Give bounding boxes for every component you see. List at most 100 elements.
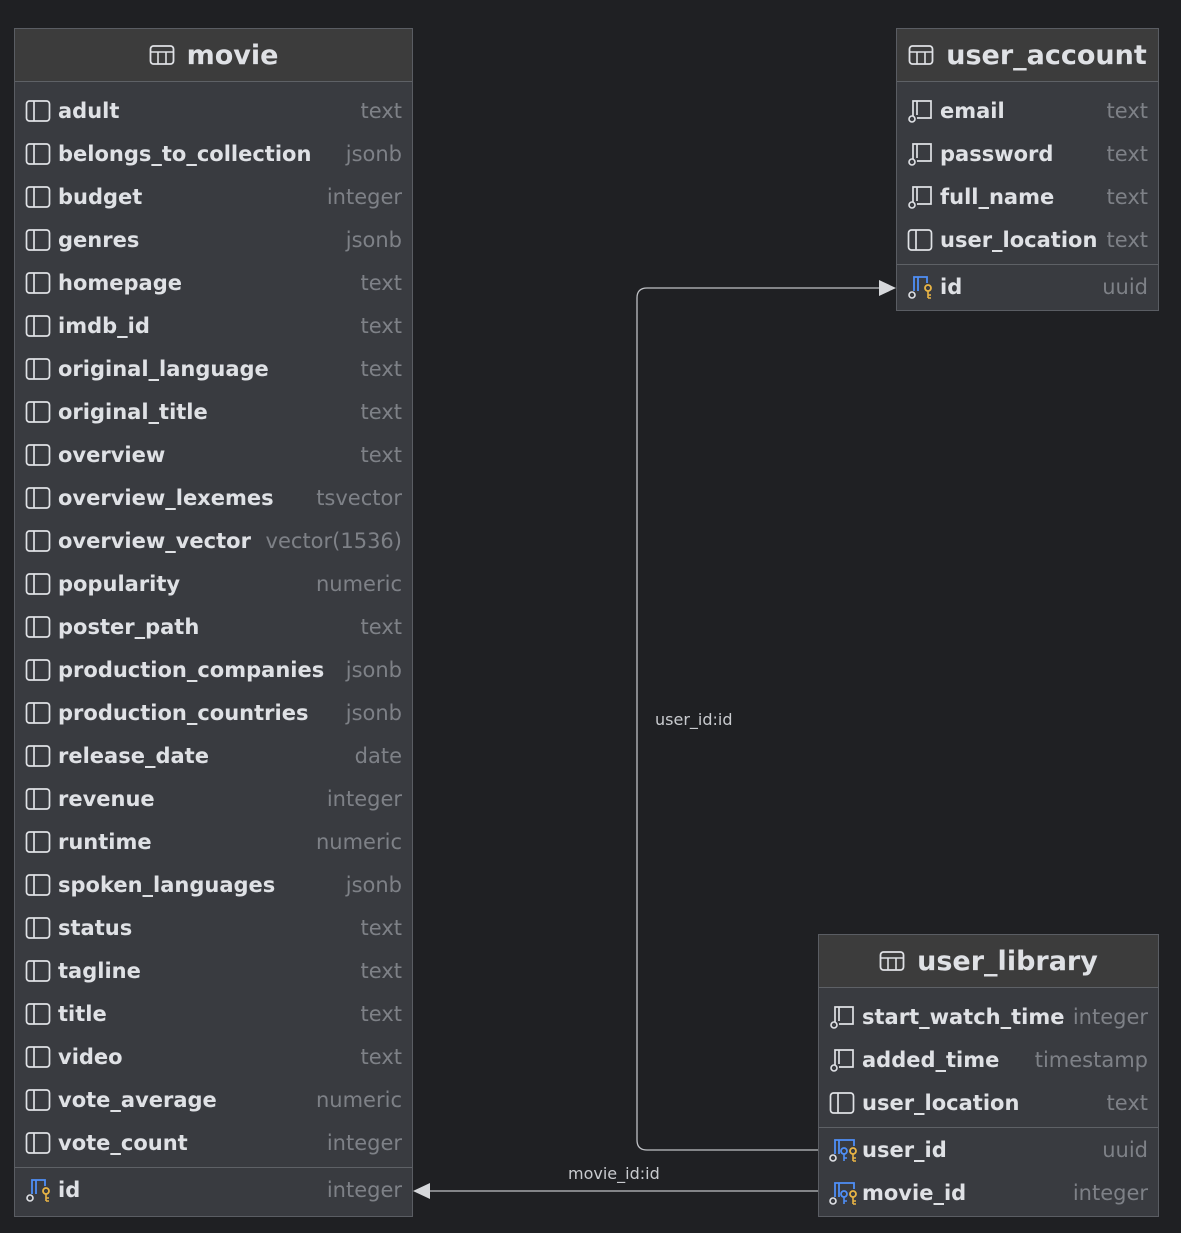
column-type: integer — [326, 1130, 402, 1155]
table-header[interactable]: user_account — [897, 29, 1158, 82]
column-row[interactable]: homepage text — [15, 261, 412, 304]
column-row[interactable]: user_location text — [897, 218, 1158, 261]
column-type: text — [360, 399, 402, 424]
column-row[interactable]: spoken_languages jsonb — [15, 863, 412, 906]
columns-section: start_watch_time integer added_time timesta… — [819, 988, 1158, 1124]
column-row[interactable]: genres jsonb — [15, 218, 412, 261]
column-name: vote_average — [58, 1087, 217, 1112]
arrowhead-user-account — [879, 280, 896, 296]
primary-key-icon — [907, 275, 933, 299]
columns-section: adult text belongs_to_collection jsonb budge… — [15, 82, 412, 1164]
column-row[interactable]: password text — [897, 132, 1158, 175]
table-user-library[interactable]: user_library start_watch_time integer added… — [818, 934, 1159, 1217]
column-row[interactable]: status text — [15, 906, 412, 949]
table-title: user_library — [917, 945, 1098, 977]
column-row[interactable]: revenue integer — [15, 777, 412, 820]
not-null-column-icon — [907, 99, 933, 123]
column-row[interactable]: vote_count integer — [15, 1121, 412, 1164]
table-icon — [908, 44, 934, 66]
column-row[interactable]: added_time timestamp — [819, 1038, 1158, 1081]
column-row[interactable]: video text — [15, 1035, 412, 1078]
column-icon — [25, 486, 51, 510]
column-name: original_language — [58, 356, 269, 381]
table-user-account[interactable]: user_account email text password text full_na… — [896, 28, 1159, 311]
column-row[interactable]: user_id uuid — [819, 1128, 1158, 1171]
column-row[interactable]: email text — [897, 89, 1158, 132]
column-name: popularity — [58, 571, 181, 596]
column-row[interactable]: id integer — [15, 1168, 412, 1211]
table-header[interactable]: movie — [15, 29, 412, 82]
column-icon — [25, 959, 51, 983]
column-row[interactable]: id uuid — [897, 265, 1158, 308]
column-row[interactable]: imdb_id text — [15, 304, 412, 347]
column-name: added_time — [862, 1047, 1000, 1072]
column-icon — [25, 830, 51, 854]
column-name: spoken_languages — [58, 872, 276, 897]
column-type: timestamp — [1034, 1047, 1148, 1072]
column-name: overview_vector — [58, 528, 251, 553]
column-type: vector(1536) — [265, 528, 402, 553]
column-type: text — [1106, 1090, 1148, 1115]
column-type: uuid — [1102, 274, 1148, 299]
column-type: text — [1106, 98, 1148, 123]
column-type: numeric — [315, 1087, 402, 1112]
column-type: text — [360, 270, 402, 295]
column-icon — [25, 787, 51, 811]
column-row[interactable]: belongs_to_collection jsonb — [15, 132, 412, 175]
column-icon — [25, 572, 51, 596]
primary-foreign-key-icon — [829, 1181, 857, 1205]
column-type: text — [360, 356, 402, 381]
column-name: movie_id — [862, 1180, 967, 1205]
column-name: email — [940, 98, 1005, 123]
column-icon — [829, 1091, 855, 1115]
column-row[interactable]: budget integer — [15, 175, 412, 218]
column-name: vote_count — [58, 1130, 188, 1155]
column-row[interactable]: overview_vector vector(1536) — [15, 519, 412, 562]
column-row[interactable]: production_countries jsonb — [15, 691, 412, 734]
column-row[interactable]: title text — [15, 992, 412, 1035]
table-icon — [879, 950, 905, 972]
column-icon — [25, 185, 51, 209]
column-type: jsonb — [345, 700, 402, 725]
column-type: text — [360, 915, 402, 940]
column-row[interactable]: start_watch_time integer — [819, 995, 1158, 1038]
column-row[interactable]: adult text — [15, 89, 412, 132]
column-row[interactable]: popularity numeric — [15, 562, 412, 605]
column-row[interactable]: release_date date — [15, 734, 412, 777]
relation-line-user-id[interactable] — [636, 287, 880, 1151]
relation-label: user_id:id — [655, 710, 733, 729]
column-type: numeric — [315, 571, 402, 596]
column-row[interactable]: overview text — [15, 433, 412, 476]
column-icon — [25, 443, 51, 467]
column-row[interactable]: user_location text — [819, 1081, 1158, 1124]
relation-label: movie_id:id — [568, 1164, 660, 1183]
table-title: movie — [186, 39, 279, 71]
column-name: budget — [58, 184, 143, 209]
column-icon — [25, 529, 51, 553]
column-type: tsvector — [316, 485, 402, 510]
column-row[interactable]: tagline text — [15, 949, 412, 992]
not-null-column-icon — [907, 185, 933, 209]
primary-key-icon — [25, 1178, 51, 1202]
column-row[interactable]: production_companies jsonb — [15, 648, 412, 691]
column-row[interactable]: overview_lexemes tsvector — [15, 476, 412, 519]
column-icon — [25, 357, 51, 381]
column-row[interactable]: vote_average numeric — [15, 1078, 412, 1121]
table-movie[interactable]: movie adult text belongs_to_collection jsonb… — [14, 28, 413, 1217]
column-row[interactable]: full_name text — [897, 175, 1158, 218]
column-name: id — [940, 274, 963, 299]
column-name: full_name — [940, 184, 1055, 209]
column-icon — [907, 228, 933, 252]
column-icon — [25, 873, 51, 897]
column-row[interactable]: original_title text — [15, 390, 412, 433]
column-row[interactable]: runtime numeric — [15, 820, 412, 863]
keys-section: user_id uuid movie_id integer — [819, 1127, 1158, 1214]
column-name: adult — [58, 98, 120, 123]
column-name: user_location — [862, 1090, 1020, 1115]
column-name: video — [58, 1044, 123, 1069]
column-row[interactable]: movie_id integer — [819, 1171, 1158, 1214]
column-name: runtime — [58, 829, 152, 854]
column-row[interactable]: original_language text — [15, 347, 412, 390]
column-row[interactable]: poster_path text — [15, 605, 412, 648]
table-header[interactable]: user_library — [819, 935, 1158, 988]
